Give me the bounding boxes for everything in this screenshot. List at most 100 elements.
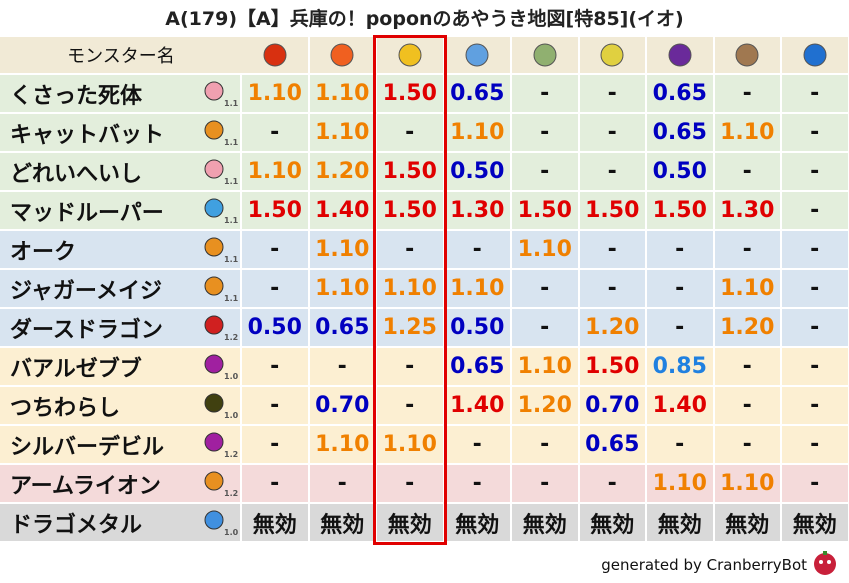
icon <box>204 393 224 413</box>
value-cell: 0.50 <box>242 309 308 346</box>
value-cell: - <box>782 153 848 190</box>
value-cell: 1.50 <box>377 75 443 112</box>
value-cell: 1.10 <box>309 75 375 112</box>
icon <box>204 159 224 179</box>
value-cell: 1.30 <box>714 192 780 229</box>
value-cell: 1.10 <box>309 270 375 307</box>
value-cell: - <box>242 114 308 151</box>
value-cell: - <box>512 309 578 346</box>
value-cell: - <box>309 465 375 502</box>
level: 1.1 <box>224 138 239 147</box>
highlight-column <box>373 35 447 545</box>
value-cell: - <box>242 270 308 307</box>
monster-name: アームライオン <box>0 465 240 502</box>
monster-name: ダースドラゴン <box>0 309 240 346</box>
level: 1.2 <box>224 333 239 342</box>
level: 1.0 <box>224 411 239 420</box>
monster-icon <box>202 469 226 493</box>
value-cell: - <box>512 75 578 112</box>
value-cell: 0.50 <box>647 153 713 190</box>
icon <box>204 354 224 374</box>
monster-icon <box>202 313 226 337</box>
icon <box>204 432 224 452</box>
value-cell: - <box>714 348 780 385</box>
icon <box>263 43 287 67</box>
value-cell: 1.10 <box>512 231 578 268</box>
level: 1.2 <box>224 450 239 459</box>
value-cell: 0.65 <box>647 75 713 112</box>
monster-name: シルバーデビル <box>0 426 240 463</box>
value-cell: 1.25 <box>377 309 443 346</box>
value-cell: 0.65 <box>647 114 713 151</box>
element-icon <box>444 37 510 73</box>
value-cell: 無効 <box>242 504 308 541</box>
value-cell: 1.50 <box>579 348 645 385</box>
monster-name: ジャガーメイジ <box>0 270 240 307</box>
value-cell: - <box>444 465 510 502</box>
icon <box>204 120 224 140</box>
value-cell: - <box>647 426 713 463</box>
value-cell: 無効 <box>647 504 713 541</box>
value-cell: - <box>579 114 645 151</box>
value-cell: 0.65 <box>444 348 510 385</box>
header-cell: モンスター名 <box>0 37 242 73</box>
bot-icon <box>814 551 836 575</box>
value-cell: - <box>579 231 645 268</box>
value-cell: - <box>377 387 443 424</box>
value-cell: 0.70 <box>579 387 645 424</box>
monster-name: マッドルーパー <box>0 192 240 229</box>
value-cell: - <box>782 387 848 424</box>
value-cell: 無効 <box>714 504 780 541</box>
value-cell: 1.50 <box>647 192 713 229</box>
value-cell: 0.65 <box>444 75 510 112</box>
value-cell: 1.10 <box>309 426 375 463</box>
value-cell: 無効 <box>579 504 645 541</box>
icon <box>204 198 224 218</box>
level: 1.0 <box>224 372 239 381</box>
value-cell: - <box>579 75 645 112</box>
value-cell: 1.40 <box>444 387 510 424</box>
value-cell: - <box>512 153 578 190</box>
value-cell: 1.10 <box>512 348 578 385</box>
icon <box>533 43 557 67</box>
icon <box>204 276 224 296</box>
value-cell: 1.10 <box>242 153 308 190</box>
value-cell: - <box>444 426 510 463</box>
monster-icon <box>202 274 226 298</box>
value-cell: - <box>782 192 848 229</box>
value-cell: 1.50 <box>377 153 443 190</box>
value-cell: - <box>512 114 578 151</box>
value-cell: - <box>377 231 443 268</box>
icon <box>204 471 224 491</box>
value-cell: - <box>579 465 645 502</box>
monster-icon <box>202 508 226 532</box>
value-cell: 0.50 <box>444 153 510 190</box>
value-cell: - <box>377 114 443 151</box>
level: 1.2 <box>224 489 239 498</box>
value-cell: - <box>444 231 510 268</box>
value-cell: 1.10 <box>714 465 780 502</box>
value-cell: 0.65 <box>309 309 375 346</box>
value-cell: 1.30 <box>444 192 510 229</box>
icon <box>398 43 422 67</box>
value-cell: - <box>512 270 578 307</box>
icon <box>330 43 354 67</box>
monster-icon <box>202 79 226 103</box>
monster-name: バアルゼブブ <box>0 348 240 385</box>
value-cell: 1.10 <box>309 231 375 268</box>
value-cell: 無効 <box>512 504 578 541</box>
value-cell: - <box>242 231 308 268</box>
monster-name: どれいへいし <box>0 153 240 190</box>
value-cell: - <box>242 426 308 463</box>
value-cell: - <box>579 153 645 190</box>
icon <box>204 81 224 101</box>
value-cell: - <box>782 348 848 385</box>
monster-name: くさった死体 <box>0 75 240 112</box>
value-cell: 1.10 <box>714 114 780 151</box>
monster-icon <box>202 235 226 259</box>
value-cell: - <box>647 309 713 346</box>
level: 1.0 <box>224 528 239 537</box>
icon <box>204 315 224 335</box>
value-cell: - <box>782 114 848 151</box>
